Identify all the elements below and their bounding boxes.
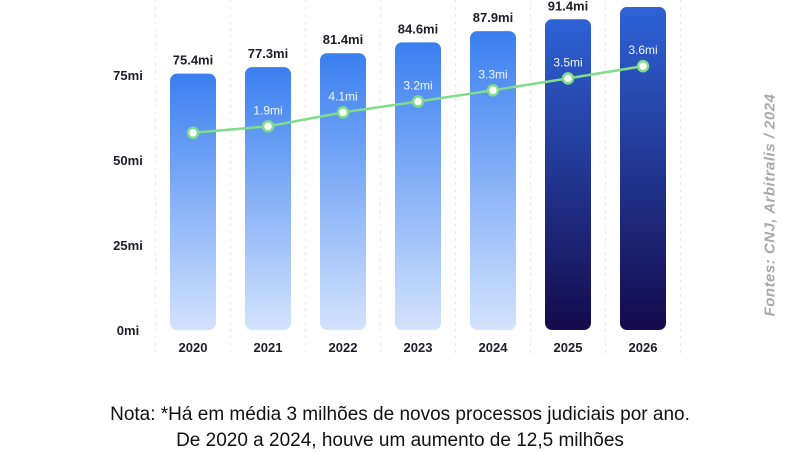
- line-point-2020: [186, 126, 200, 140]
- line-value-label: 3.6mi: [628, 43, 657, 57]
- y-tick-label: 25mi: [113, 238, 143, 253]
- x-tick-label: 2024: [479, 340, 509, 355]
- line-point-2026: [636, 59, 650, 73]
- line-point-2025: [561, 72, 575, 85]
- y-tick-label: 75mi: [113, 68, 143, 83]
- x-tick-label: 2021: [254, 340, 283, 355]
- line-point-2021: [261, 120, 275, 133]
- note-line-2: De 2020 a 2024, houve um aumento de 12,5…: [176, 430, 624, 451]
- line-point-2024: [486, 84, 500, 97]
- line-point-2022: [336, 106, 350, 119]
- bar-value-label: 84.6mi: [398, 21, 438, 36]
- bar-value-label: 75.4mi: [173, 53, 213, 68]
- x-tick-label: 2023: [404, 340, 433, 355]
- line-value-label: 3.5mi: [553, 55, 582, 69]
- bar-2026: [620, 7, 666, 330]
- line-value-label: 3.3mi: [478, 67, 507, 81]
- bar-value-label: 87.9mi: [473, 10, 513, 25]
- bar-2020: [170, 73, 216, 330]
- line-value-label: 1.9mi: [253, 103, 282, 117]
- line-value-label: 3.2mi: [403, 79, 432, 93]
- y-tick-label: 50mi: [113, 153, 143, 168]
- bar-value-label: 77.3mi: [248, 46, 288, 61]
- line-point-2023: [411, 95, 425, 108]
- line-value-label: 4.1mi: [328, 89, 357, 103]
- bar-2023: [395, 42, 441, 331]
- bar-2021: [245, 67, 291, 331]
- bar-2022: [320, 53, 366, 331]
- bar-2025: [545, 19, 591, 331]
- x-tick-label: 2025: [554, 340, 583, 355]
- y-tick-label: 0mi: [117, 323, 139, 338]
- source-label: Fontes: CNJ, Arbitralis / 2024: [761, 93, 779, 317]
- bar-value-label: 81.4mi: [323, 32, 363, 47]
- x-tick-label: 2022: [329, 340, 358, 355]
- bar-value-label: 91.4mi: [548, 0, 588, 13]
- x-tick-label: 2026: [629, 340, 658, 355]
- x-tick-label: 2020: [179, 340, 208, 355]
- bar-2024: [470, 31, 516, 330]
- note-line-1: Nota: *Há em média 3 milhões de novos pr…: [110, 404, 690, 425]
